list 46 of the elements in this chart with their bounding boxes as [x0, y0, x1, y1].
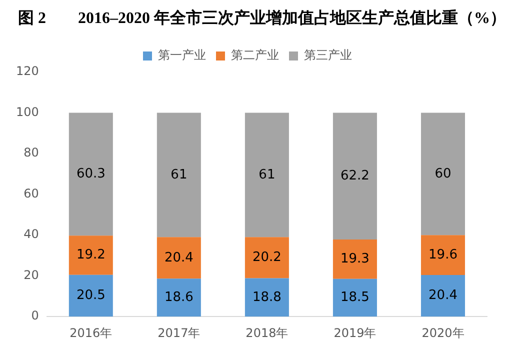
- data-label: 61: [170, 167, 188, 182]
- y-tick-label: 20: [24, 268, 39, 282]
- data-label: 20.4: [428, 288, 458, 304]
- bar: [244, 237, 289, 278]
- bar: [420, 112, 465, 236]
- y-tick-label: 0: [31, 308, 39, 323]
- y-tick-label: 40: [24, 227, 39, 242]
- bar: [244, 278, 289, 317]
- legend-label: 第一产业: [158, 48, 206, 62]
- x-tick-label: 2016年: [70, 326, 112, 340]
- data-label: 60: [434, 166, 452, 182]
- data-label: 20.4: [164, 250, 194, 266]
- data-label: 18.8: [252, 290, 282, 305]
- bar: [68, 112, 113, 236]
- bar: [68, 274, 113, 317]
- data-label: 19.2: [76, 248, 106, 263]
- bar: [244, 112, 289, 238]
- chart-title: 图 2 2016–2020 年全市三次产业增加值占地区生产总值比重（%）: [18, 8, 506, 29]
- y-tick-label: 120: [16, 64, 39, 78]
- bar: [332, 112, 377, 240]
- bar: [420, 275, 465, 317]
- legend-label: 第三产业: [304, 48, 352, 62]
- data-label: 62.2: [340, 168, 370, 184]
- data-label: 18.5: [340, 290, 370, 306]
- bar: [420, 235, 465, 276]
- data-label: 60.3: [76, 166, 106, 182]
- data-label: 20.5: [76, 288, 106, 304]
- bar: [156, 112, 201, 238]
- bar: [332, 240, 377, 279]
- y-tick-label: 80: [24, 146, 39, 160]
- data-label: 61: [258, 167, 276, 182]
- x-tick-label: 2020年: [422, 326, 464, 340]
- bar: [156, 278, 201, 317]
- legend-label: 第二产业: [231, 48, 279, 62]
- data-label: 19.3: [340, 252, 370, 267]
- x-tick-label: 2018年: [246, 326, 288, 340]
- y-tick-label: 60: [24, 186, 39, 200]
- bar: [332, 278, 377, 317]
- bar: [68, 236, 113, 275]
- data-label: 19.6: [428, 247, 458, 262]
- x-tick-label: 2017年: [158, 326, 200, 340]
- y-tick-label: 100: [16, 104, 39, 119]
- data-label: 20.2: [252, 250, 282, 266]
- data-label: 18.6: [164, 290, 194, 306]
- bar: [156, 237, 201, 279]
- x-tick-label: 2019年: [334, 326, 376, 340]
